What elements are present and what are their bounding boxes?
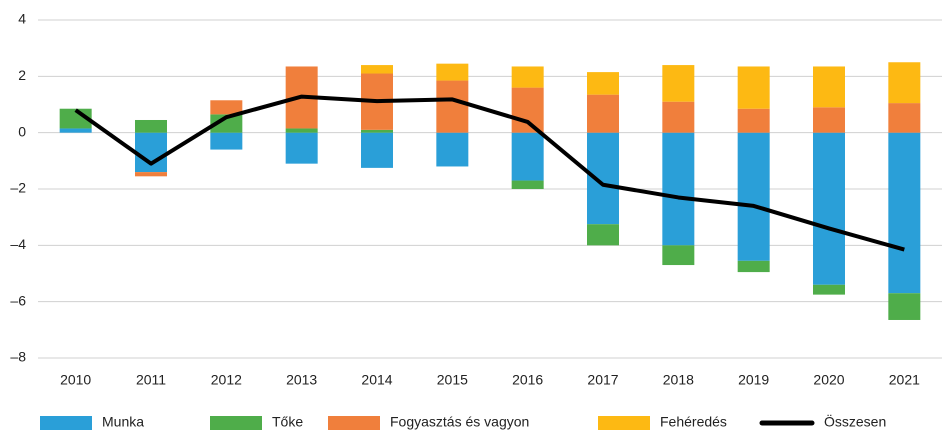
bar-segment [587, 72, 619, 95]
x-tick-label: 2020 [813, 372, 844, 388]
bar-segment [813, 66, 845, 108]
bar-segment [737, 108, 770, 133]
bar-segment [587, 132, 619, 225]
bar-segment [737, 260, 770, 273]
y-tick-label: –8 [10, 349, 26, 365]
legend-swatch [598, 416, 650, 430]
bar-segment [210, 100, 243, 115]
bar-segment [662, 132, 695, 246]
bar-segment [511, 66, 544, 88]
bar-segment [511, 132, 544, 181]
bar-segment [888, 293, 921, 320]
bar-segment [511, 87, 544, 133]
x-tick-label: 2013 [286, 372, 317, 388]
bar-segment [436, 63, 469, 81]
bar-segment [737, 132, 770, 261]
x-tick-label: 2017 [587, 372, 618, 388]
legend-label: Fehéredés [660, 414, 727, 430]
bar-segment [813, 107, 845, 133]
bar-segment [662, 65, 695, 102]
bar-segment [888, 103, 921, 133]
bar-segment [59, 128, 92, 133]
legend-label: Fogyasztás és vagyon [390, 414, 529, 430]
legend-swatch [40, 416, 92, 430]
bar-segment [361, 129, 393, 133]
y-tick-label: 4 [18, 11, 26, 27]
bar-segment [737, 66, 770, 109]
bar-segment [210, 132, 243, 150]
x-tick-label: 2021 [889, 372, 920, 388]
legend-swatch [328, 416, 380, 430]
bar-segment [662, 245, 695, 266]
y-tick-label: –6 [10, 292, 26, 308]
legend-swatch [210, 416, 262, 430]
x-tick-label: 2015 [437, 372, 468, 388]
bar-segment [587, 224, 619, 246]
bar-segment [436, 132, 469, 167]
bar-segment [210, 114, 243, 133]
y-tick-label: –2 [10, 180, 26, 196]
bar-segment [662, 101, 695, 133]
x-tick-label: 2018 [663, 372, 694, 388]
bar-segment [285, 128, 318, 133]
legend-label: Munka [102, 414, 144, 430]
bar-segment [285, 132, 318, 164]
bar-segment [587, 94, 619, 133]
legend-label: Összesen [824, 413, 886, 430]
x-tick-label: 2016 [512, 372, 543, 388]
bar-segment [813, 284, 845, 295]
bar-segment [135, 132, 167, 173]
bar-segment [361, 132, 393, 168]
bar-segment [361, 65, 393, 74]
bar-segment [888, 132, 921, 294]
x-tick-label: 2010 [60, 372, 91, 388]
bar-segment [511, 180, 544, 189]
y-tick-label: 2 [18, 67, 26, 83]
legend-label: Tőke [272, 414, 303, 430]
bar-segment [813, 132, 845, 285]
bar-segment [135, 119, 167, 133]
x-tick-label: 2014 [361, 372, 392, 388]
bar-segment [888, 62, 921, 104]
x-tick-label: 2019 [738, 372, 769, 388]
y-tick-label: 0 [18, 123, 26, 139]
bar-segment [135, 172, 167, 177]
x-tick-label: 2011 [136, 372, 166, 388]
total-line [74, 94, 905, 252]
x-tick-label: 2012 [211, 372, 242, 388]
y-tick-label: –4 [10, 236, 26, 252]
bar-segment [436, 80, 469, 133]
